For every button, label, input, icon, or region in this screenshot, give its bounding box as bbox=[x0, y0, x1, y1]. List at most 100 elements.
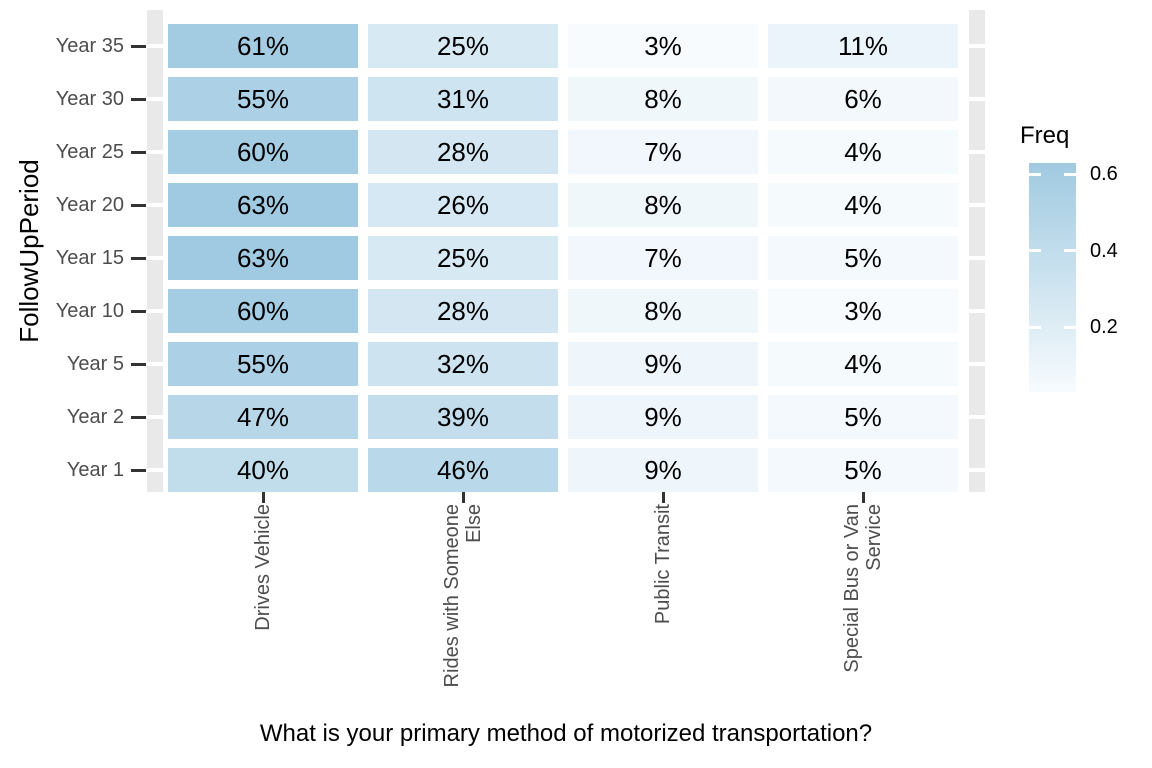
y-axis-title: FollowUpPeriod bbox=[14, 159, 198, 343]
x-tick-label-wrap: Special Bus or Van Service bbox=[841, 504, 1010, 673]
heatmap-cell: 9% bbox=[568, 342, 758, 386]
heatmap-cell-value: 8% bbox=[644, 190, 682, 220]
panel-strip-right-segment bbox=[969, 101, 985, 150]
panel-strip-left-segment bbox=[147, 48, 163, 97]
x-axis-title: What is your primary method of motorized… bbox=[259, 720, 873, 747]
heatmap-cell-value: 5% bbox=[844, 402, 882, 432]
x-tick-label: Special Bus or Van Service bbox=[841, 504, 885, 673]
x-tick-mark bbox=[262, 492, 265, 503]
heatmap-cell-value: 55% bbox=[236, 84, 290, 114]
heatmap-cell: 63% bbox=[168, 236, 358, 280]
x-tick-label: Public Transit bbox=[652, 504, 674, 625]
heatmap-cell-value: 31% bbox=[436, 84, 490, 114]
x-tick-mark bbox=[662, 492, 665, 503]
panel-strip-right-segment bbox=[969, 366, 985, 415]
x-tick-label-wrap: Public Transit bbox=[652, 504, 772, 624]
heatmap-cell: 8% bbox=[568, 77, 758, 121]
y-tick-mark bbox=[131, 310, 146, 313]
legend-tick-mark-right bbox=[1064, 325, 1076, 329]
heatmap-cell: 25% bbox=[368, 236, 558, 280]
y-tick-mark bbox=[131, 416, 146, 419]
heatmap-cell-value: 7% bbox=[644, 243, 682, 273]
heatmap-cell: 4% bbox=[768, 130, 958, 174]
heatmap-cell-value: 4% bbox=[844, 137, 882, 167]
panel-strip-left-segment bbox=[147, 154, 163, 203]
heatmap-cell-value: 60% bbox=[236, 137, 290, 167]
heatmap-cell-value: 3% bbox=[844, 296, 882, 326]
heatmap-cell-value: 39% bbox=[436, 402, 490, 432]
heatmap-cell: 32% bbox=[368, 342, 558, 386]
heatmap-cell-value: 6% bbox=[844, 84, 882, 114]
heatmap-cell: 46% bbox=[368, 448, 558, 492]
heatmap-cell: 25% bbox=[368, 24, 558, 68]
legend-tick-mark-right bbox=[1064, 249, 1076, 253]
panel-strip-right-segment bbox=[969, 313, 985, 362]
heatmap-cell: 8% bbox=[568, 183, 758, 227]
y-tick-mark bbox=[131, 363, 146, 366]
panel-strip-left-segment bbox=[147, 472, 163, 492]
panel-strip-right-segment bbox=[969, 472, 985, 492]
heatmap-cell-value: 8% bbox=[644, 84, 682, 114]
y-tick-mark bbox=[131, 151, 146, 154]
heatmap-cell: 9% bbox=[568, 395, 758, 439]
heatmap-cell: 3% bbox=[768, 289, 958, 333]
x-tick-label: Rides with Someone Else bbox=[441, 504, 485, 688]
x-tick-label-wrap: Drives Vehicle bbox=[252, 504, 379, 631]
panel-strip-right-segment bbox=[969, 48, 985, 97]
heatmap-cell-value: 7% bbox=[644, 137, 682, 167]
panel-strip-right-segment bbox=[969, 10, 985, 44]
panel-strip-right-segment bbox=[969, 260, 985, 309]
x-tick-label: Drives Vehicle bbox=[252, 504, 274, 631]
legend-tick-mark-left bbox=[1029, 249, 1041, 253]
heatmap-cell-value: 4% bbox=[844, 349, 882, 379]
heatmap-cell: 63% bbox=[168, 183, 358, 227]
panel-strip-left-segment bbox=[147, 101, 163, 150]
heatmap-cell-value: 5% bbox=[844, 243, 882, 273]
y-tick-label: Year 15 bbox=[55, 247, 124, 269]
heatmap-cell: 7% bbox=[568, 130, 758, 174]
heatmap-cell-value: 55% bbox=[236, 349, 290, 379]
heatmap-cell-value: 63% bbox=[236, 190, 290, 220]
legend-tick-mark-left bbox=[1029, 325, 1041, 329]
heatmap-cell: 4% bbox=[768, 183, 958, 227]
heatmap-cell: 47% bbox=[168, 395, 358, 439]
heatmap-cell: 4% bbox=[768, 342, 958, 386]
heatmap-cell: 40% bbox=[168, 448, 358, 492]
heatmap-cell: 60% bbox=[168, 289, 358, 333]
heatmap-cell: 6% bbox=[768, 77, 958, 121]
heatmap-cell-value: 46% bbox=[436, 455, 490, 485]
panel-strip-left-segment bbox=[147, 260, 163, 309]
heatmap-cell: 31% bbox=[368, 77, 558, 121]
heatmap-cell: 39% bbox=[368, 395, 558, 439]
x-tick-mark bbox=[462, 492, 465, 503]
heatmap-cell-value: 60% bbox=[236, 296, 290, 326]
heatmap-cell-value: 63% bbox=[236, 243, 290, 273]
legend-title: Freq bbox=[1020, 122, 1070, 149]
y-axis-title-text: FollowUpPeriod bbox=[14, 159, 44, 343]
panel-strip-left-segment bbox=[147, 419, 163, 468]
panel-strip-left-segment bbox=[147, 10, 163, 44]
legend-tick-mark-right bbox=[1064, 172, 1076, 176]
panel-strip-right-segment bbox=[969, 207, 985, 256]
y-tick-mark bbox=[131, 257, 146, 260]
heatmap-cell-value: 47% bbox=[236, 402, 290, 432]
legend-tick-label: 0.4 bbox=[1090, 239, 1118, 262]
y-tick-mark bbox=[131, 45, 146, 48]
y-tick-mark bbox=[131, 204, 146, 207]
heatmap-cell-value: 3% bbox=[644, 31, 682, 61]
legend-tick-label: 0.6 bbox=[1090, 163, 1118, 186]
heatmap-cell: 9% bbox=[568, 448, 758, 492]
y-tick-label: Year 35 bbox=[55, 35, 124, 57]
heatmap-cell-value: 28% bbox=[436, 137, 490, 167]
panel-strip-right-segment bbox=[969, 154, 985, 203]
heatmap-cell-value: 25% bbox=[436, 31, 490, 61]
heatmap-cell-value: 61% bbox=[236, 31, 290, 61]
heatmap-cell: 61% bbox=[168, 24, 358, 68]
heatmap-cell: 5% bbox=[768, 395, 958, 439]
panel-strip-left-segment bbox=[147, 207, 163, 256]
y-tick-label: Year 25 bbox=[55, 141, 124, 163]
panel-strip-left-segment bbox=[147, 313, 163, 362]
heatmap-cell: 5% bbox=[768, 236, 958, 280]
heatmap-cell: 8% bbox=[568, 289, 758, 333]
